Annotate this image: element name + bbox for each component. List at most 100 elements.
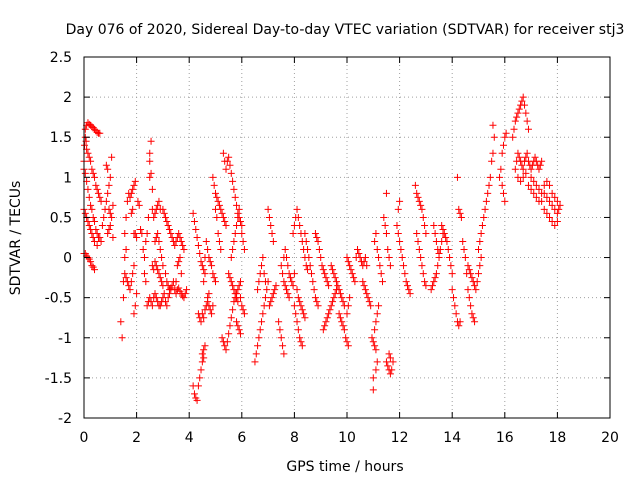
- data-point: [219, 213, 227, 221]
- y-tick-label: 2: [63, 90, 72, 106]
- data-point: [81, 141, 89, 149]
- data-point: [438, 221, 446, 229]
- data-point: [369, 374, 377, 382]
- data-point: [147, 137, 155, 145]
- data-point: [543, 193, 551, 201]
- data-point: [556, 201, 564, 209]
- data-point: [396, 197, 404, 205]
- data-point: [176, 234, 184, 241]
- data-point: [444, 246, 452, 254]
- data-point: [406, 290, 414, 298]
- data-point: [431, 229, 439, 237]
- data-point: [460, 246, 468, 254]
- data-point: [140, 254, 148, 262]
- data-point: [131, 229, 139, 237]
- data-point: [377, 270, 385, 278]
- data-point: [393, 221, 401, 229]
- data-point: [382, 189, 390, 197]
- data-point: [88, 262, 96, 270]
- data-point: [279, 270, 287, 278]
- data-point: [122, 274, 130, 282]
- data-point: [200, 354, 208, 362]
- data-point: [258, 262, 266, 270]
- data-point: [419, 270, 427, 278]
- data-point: [134, 197, 142, 205]
- data-point: [91, 173, 99, 181]
- data-point: [293, 205, 301, 213]
- data-point: [396, 238, 404, 246]
- data-point: [206, 258, 214, 266]
- data-point: [229, 282, 237, 290]
- data-point: [102, 197, 110, 205]
- data-point: [269, 290, 277, 298]
- data-point: [194, 242, 202, 250]
- data-point: [513, 113, 521, 121]
- data-point: [197, 258, 205, 266]
- data-point: [478, 221, 486, 229]
- chart-title: Day 076 of 2020, Sidereal Day-to-day VTE…: [66, 22, 625, 38]
- data-point: [221, 342, 229, 350]
- data-point: [201, 342, 209, 350]
- data-point: [484, 189, 492, 197]
- data-point: [432, 270, 440, 278]
- data-point: [297, 302, 305, 310]
- data-point: [131, 302, 139, 310]
- data-point: [481, 205, 489, 213]
- data-point: [196, 250, 204, 258]
- data-point: [131, 177, 139, 185]
- data-point: [469, 314, 477, 322]
- data-point: [360, 258, 368, 266]
- data-point: [264, 205, 272, 213]
- data-point: [140, 270, 148, 278]
- data-point: [156, 274, 164, 282]
- data-point: [339, 298, 347, 306]
- data-point: [386, 370, 394, 378]
- data-point: [180, 246, 188, 254]
- data-point: [214, 197, 222, 205]
- data-point: [105, 181, 113, 189]
- data-point: [148, 185, 156, 193]
- data-point: [380, 213, 388, 221]
- data-point: [422, 229, 430, 237]
- data-point: [146, 149, 154, 157]
- data-point: [275, 318, 283, 326]
- data-point: [234, 213, 242, 221]
- data-point: [227, 278, 235, 286]
- data-point: [373, 358, 381, 366]
- data-point: [254, 286, 262, 294]
- y-tick-label: 1.5: [50, 130, 72, 146]
- data-point: [201, 270, 209, 278]
- data-point: [283, 286, 291, 294]
- data-point: [523, 149, 531, 157]
- data-point: [93, 185, 101, 193]
- data-point: [361, 286, 369, 294]
- data-point: [238, 229, 246, 237]
- data-point: [532, 181, 540, 189]
- data-point: [96, 129, 104, 137]
- data-point: [139, 246, 147, 254]
- data-point: [327, 262, 335, 270]
- data-point: [218, 334, 226, 342]
- data-point: [432, 238, 440, 246]
- data-point: [417, 201, 425, 209]
- data-point: [311, 229, 319, 237]
- data-point: [96, 234, 104, 241]
- data-point: [215, 238, 223, 246]
- data-point: [496, 173, 504, 181]
- x-tick-label: 12: [391, 430, 409, 446]
- data-point: [489, 121, 497, 129]
- data-point: [171, 242, 179, 250]
- data-point: [108, 213, 116, 221]
- data-point: [284, 262, 292, 270]
- data-point: [319, 326, 327, 334]
- data-point: [176, 254, 184, 262]
- data-point: [214, 229, 222, 237]
- data-point: [344, 342, 352, 350]
- data-point: [471, 282, 479, 290]
- data-point: [551, 221, 559, 229]
- data-point: [268, 294, 276, 302]
- data-point: [497, 165, 505, 173]
- data-point: [521, 101, 529, 109]
- data-point: [272, 282, 280, 290]
- data-point: [177, 270, 185, 278]
